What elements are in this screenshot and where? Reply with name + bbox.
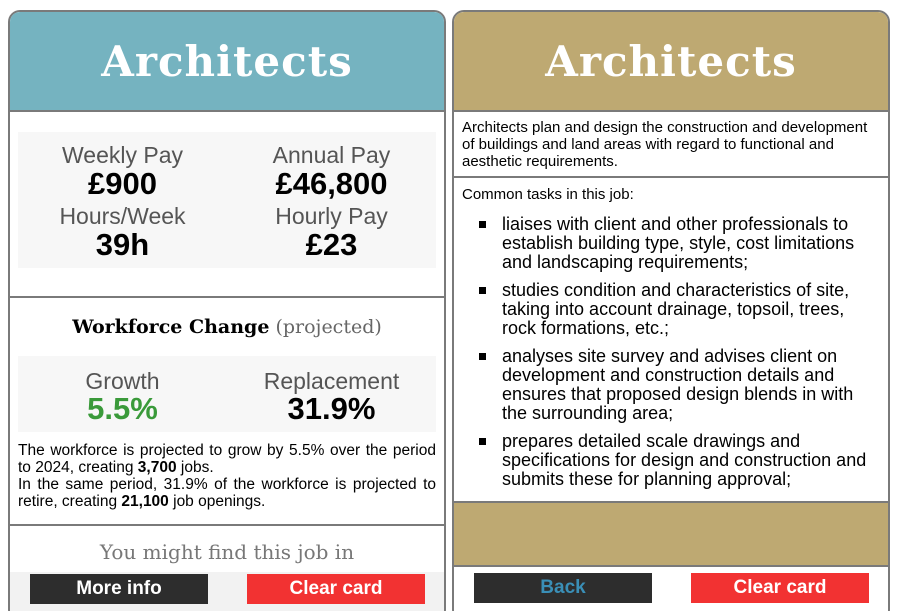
replacement-value: 31.9% (287, 391, 376, 426)
pay-grid: Weekly Pay £900 Annual Pay £46,800 Hours… (18, 132, 436, 268)
hourly-pay: Hourly Pay £23 (227, 203, 436, 262)
retire-text-2: job openings. (168, 492, 266, 510)
clear-card-button[interactable]: Clear card (247, 574, 425, 604)
list-item: liaises with client and other profession… (462, 215, 880, 272)
tasks-section: Common tasks in this job: liaises with c… (454, 178, 888, 503)
task-text: studies condition and characteristics of… (502, 280, 850, 338)
workforce-title-suffix: (projected) (275, 316, 382, 338)
bullet-icon (479, 287, 486, 294)
weekly-pay-label: Weekly Pay (61, 142, 183, 168)
job-title: Architects (545, 36, 797, 86)
weekly-pay-value: £900 (88, 166, 157, 201)
bullet-icon (479, 353, 486, 360)
annual-pay: Annual Pay £46,800 (227, 142, 436, 201)
pay-section: Weekly Pay £900 Annual Pay £46,800 Hours… (10, 112, 444, 298)
button-row: Back Clear card (454, 565, 888, 611)
more-info-button[interactable]: More info (30, 574, 208, 604)
hours-week-label: Hours/Week (59, 203, 186, 229)
list-item: analyses site survey and advises client … (462, 347, 880, 423)
task-text: analyses site survey and advises client … (502, 346, 854, 423)
card-header: Architects (454, 12, 888, 112)
growth-jobs: 3,700 (137, 458, 177, 476)
back-button[interactable]: Back (474, 573, 652, 603)
workforce-grid: Growth 5.5% Replacement 31.9% (18, 356, 436, 432)
hourly-pay-value: £23 (305, 227, 358, 262)
card-header: Architects (10, 12, 444, 112)
hours-week: Hours/Week 39h (18, 203, 227, 262)
retire-text-1: In the same period, 31.9% of the workfor… (18, 475, 436, 510)
retire-jobs: 21,100 (121, 492, 169, 510)
growth-label: Growth (85, 368, 160, 394)
replacement-stat: Replacement 31.9% (227, 370, 436, 426)
workforce-title: Workforce Change (projected) (10, 298, 444, 338)
workforce-section: Workforce Change (projected) Growth 5.5%… (10, 298, 444, 526)
job-description: Architects plan and design the construct… (454, 112, 888, 178)
annual-pay-value: £46,800 (275, 166, 388, 201)
bullet-icon (479, 221, 486, 228)
job-title: Architects (101, 36, 353, 86)
growth-stat: Growth 5.5% (18, 370, 227, 426)
growth-text-2: jobs. (176, 458, 214, 476)
workforce-description: The workforce is projected to grow by 5.… (10, 432, 444, 510)
tasks-list: liaises with client and other profession… (462, 215, 880, 489)
bullet-icon (479, 438, 486, 445)
annual-pay-label: Annual Pay (272, 142, 391, 168)
find-job-heading: You might find this job in (99, 540, 355, 564)
replacement-label: Replacement (263, 368, 400, 394)
task-text: liaises with client and other profession… (502, 214, 855, 272)
growth-value: 5.5% (87, 391, 158, 426)
task-text: prepares detailed scale drawings and spe… (502, 431, 867, 489)
clear-card-button[interactable]: Clear card (691, 573, 869, 603)
job-card-front: Architects Weekly Pay £900 Annual Pay £4… (8, 10, 446, 611)
footer-band (454, 503, 888, 565)
tasks-heading: Common tasks in this job: (462, 186, 634, 203)
hours-week-value: 39h (95, 227, 150, 262)
growth-text-1: The workforce is projected to grow by 5.… (18, 441, 436, 476)
list-item: prepares detailed scale drawings and spe… (462, 432, 880, 489)
weekly-pay: Weekly Pay £900 (18, 142, 227, 201)
button-row: More info Clear card (10, 572, 444, 611)
workforce-title-main: Workforce Change (72, 316, 270, 338)
hourly-pay-label: Hourly Pay (275, 203, 388, 229)
list-item: studies condition and characteristics of… (462, 281, 880, 338)
job-card-back: Architects Architects plan and design th… (452, 10, 890, 611)
